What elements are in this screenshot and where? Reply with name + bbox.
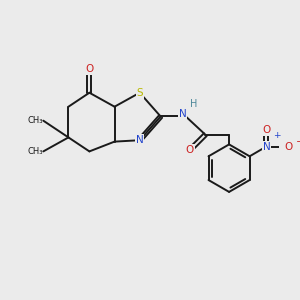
Text: O: O [186,145,194,155]
Text: O: O [85,64,94,74]
Text: CH₃: CH₃ [28,116,43,125]
Text: N: N [178,109,186,119]
Text: O: O [285,142,293,152]
Text: N: N [262,142,270,152]
Text: H: H [190,99,198,109]
Text: S: S [136,88,143,98]
Text: O: O [262,125,271,135]
Text: +: + [273,131,281,140]
Text: CH₃: CH₃ [28,147,43,156]
Text: −: − [296,137,300,147]
Text: N: N [136,135,144,145]
